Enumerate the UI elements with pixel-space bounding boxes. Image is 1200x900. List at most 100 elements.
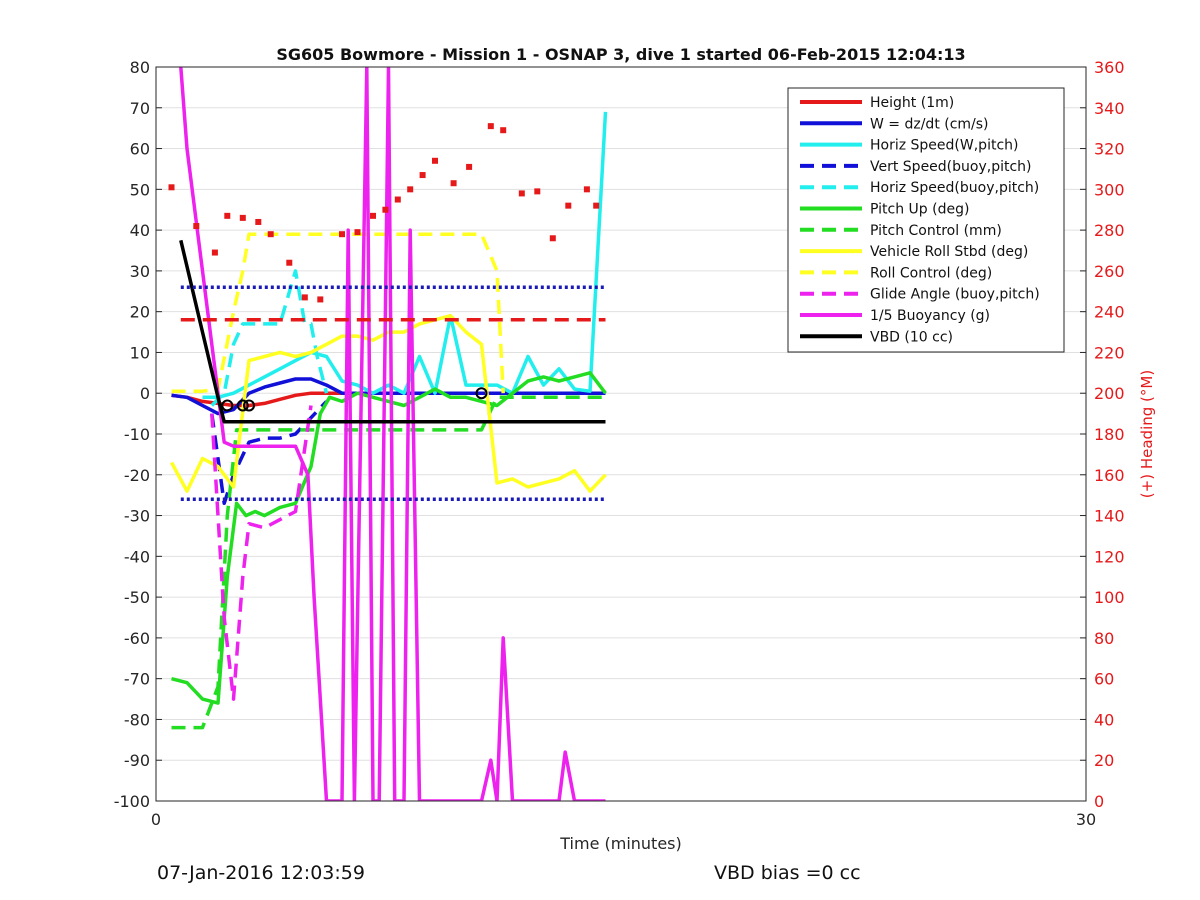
x-tick-label: 30 <box>1076 810 1096 829</box>
y-tick-label: 0 <box>140 384 150 403</box>
legend-label: Vert Speed(buoy,pitch) <box>870 159 1032 175</box>
heading-point <box>317 296 324 303</box>
series-line <box>171 391 606 408</box>
heading-point <box>534 188 541 195</box>
y2-tick-label: 220 <box>1094 343 1125 362</box>
chart-title: SG605 Bowmore - Mission 1 - OSNAP 3, div… <box>276 45 965 64</box>
heading-point <box>518 190 525 197</box>
series-line <box>202 111 608 400</box>
heading-point <box>593 202 600 209</box>
series-line <box>179 239 606 424</box>
y2-tick-label: 140 <box>1094 507 1125 526</box>
heading-point <box>354 229 361 236</box>
y2-tick-label: 260 <box>1094 262 1125 281</box>
heading-point <box>487 123 494 130</box>
event-marker <box>475 387 488 400</box>
y2-tick-label: 160 <box>1094 466 1125 485</box>
y-tick-label: -10 <box>124 425 150 444</box>
heading-point <box>382 206 389 213</box>
heading-point <box>255 218 262 225</box>
heading-point <box>211 249 218 256</box>
legend-label: Roll Control (deg) <box>870 265 992 281</box>
heading-point <box>239 214 246 221</box>
series-layer <box>168 67 608 801</box>
heading-point <box>286 259 293 266</box>
y-tick-label: -80 <box>124 710 150 729</box>
legend-label: Glide Angle (buoy,pitch) <box>870 287 1040 303</box>
y-tick-label: -50 <box>124 588 150 607</box>
y2-tick-label: 320 <box>1094 140 1125 159</box>
series-line <box>210 400 328 506</box>
y2-tick-label: 180 <box>1094 425 1125 444</box>
series-line <box>169 313 607 493</box>
legend-label: Pitch Up (deg) <box>870 202 969 218</box>
y2-tick-label: 60 <box>1094 670 1114 689</box>
heading-point <box>301 294 308 301</box>
y2-tick-label: 240 <box>1094 303 1125 322</box>
x-tick-label: 0 <box>151 810 161 829</box>
heading-point <box>407 186 414 193</box>
heading-point <box>193 223 200 230</box>
y-tick-label: -100 <box>114 792 150 811</box>
series-line <box>210 269 329 407</box>
heading-point <box>267 231 274 238</box>
heading-point <box>432 157 438 164</box>
y-tick-label: 70 <box>130 99 150 118</box>
series-line <box>171 232 505 394</box>
y-tick-label: 40 <box>130 221 150 240</box>
y2-tick-label: 40 <box>1094 710 1114 729</box>
footer-vbd-bias: VBD bias =0 cc <box>714 862 861 884</box>
legend-label: 1/5 Buoyancy (g) <box>870 308 990 324</box>
y-tick-label: -30 <box>124 507 150 526</box>
series-line <box>171 395 606 730</box>
heading-point <box>370 212 376 219</box>
y-tick-label: 30 <box>130 262 150 281</box>
legend: Height (1m) W = dz/dt (cm/s) Horiz Speed(W… <box>787 87 1065 353</box>
y2-tick-label: 200 <box>1094 384 1125 403</box>
heading-point <box>450 180 457 187</box>
y2-tick-label: 280 <box>1094 221 1125 240</box>
heading-point <box>224 212 231 219</box>
event-marker <box>243 399 255 412</box>
y-tick-label: 20 <box>130 303 150 322</box>
heading-point <box>583 186 590 193</box>
legend-label: VBD (10 cc) <box>870 329 953 345</box>
y2-tick-label: 80 <box>1094 629 1114 648</box>
legend-label: W = dz/dt (cm/s) <box>870 116 989 132</box>
series-line <box>171 371 607 705</box>
y2-tick-label: 100 <box>1094 588 1125 607</box>
heading-point <box>168 184 175 191</box>
heading-point <box>466 163 473 170</box>
heading-point <box>339 231 345 238</box>
legend-label: Horiz Speed(buoy,pitch) <box>870 180 1039 196</box>
series-line <box>179 67 606 801</box>
heading-point <box>394 196 401 203</box>
y-tick-label: -70 <box>124 670 150 689</box>
legend-label: Pitch Control (mm) <box>870 223 1002 239</box>
heading-point <box>419 172 426 179</box>
heading-point <box>549 235 556 242</box>
event-marker <box>236 399 249 412</box>
y2-tick-label: 0 <box>1094 792 1104 811</box>
y-tick-label: -60 <box>124 629 150 648</box>
x-axis-label: Time (minutes) <box>559 834 682 853</box>
y-tick-label: 60 <box>130 140 150 159</box>
legend-label: Horiz Speed(W,pitch) <box>870 138 1018 154</box>
y-tick-label: -40 <box>124 547 150 566</box>
y2-tick-label: 120 <box>1094 547 1125 566</box>
footer-timestamp: 07-Jan-2016 12:03:59 <box>157 862 365 884</box>
legend-label: Height (1m) <box>870 95 954 111</box>
y2-tick-label: 20 <box>1094 751 1114 770</box>
y-tick-label: 80 <box>130 58 150 77</box>
y2-tick-label: 300 <box>1094 180 1125 199</box>
y-tick-label: -90 <box>124 751 150 770</box>
y2-tick-label: 360 <box>1094 58 1125 77</box>
y-tick-label: 10 <box>130 343 150 362</box>
event-marker <box>221 399 234 412</box>
y-tick-label: 50 <box>130 180 150 199</box>
y-tick-label: -20 <box>124 466 150 485</box>
legend-label: Vehicle Roll Stbd (deg) <box>870 244 1028 260</box>
heading-point <box>565 202 572 209</box>
